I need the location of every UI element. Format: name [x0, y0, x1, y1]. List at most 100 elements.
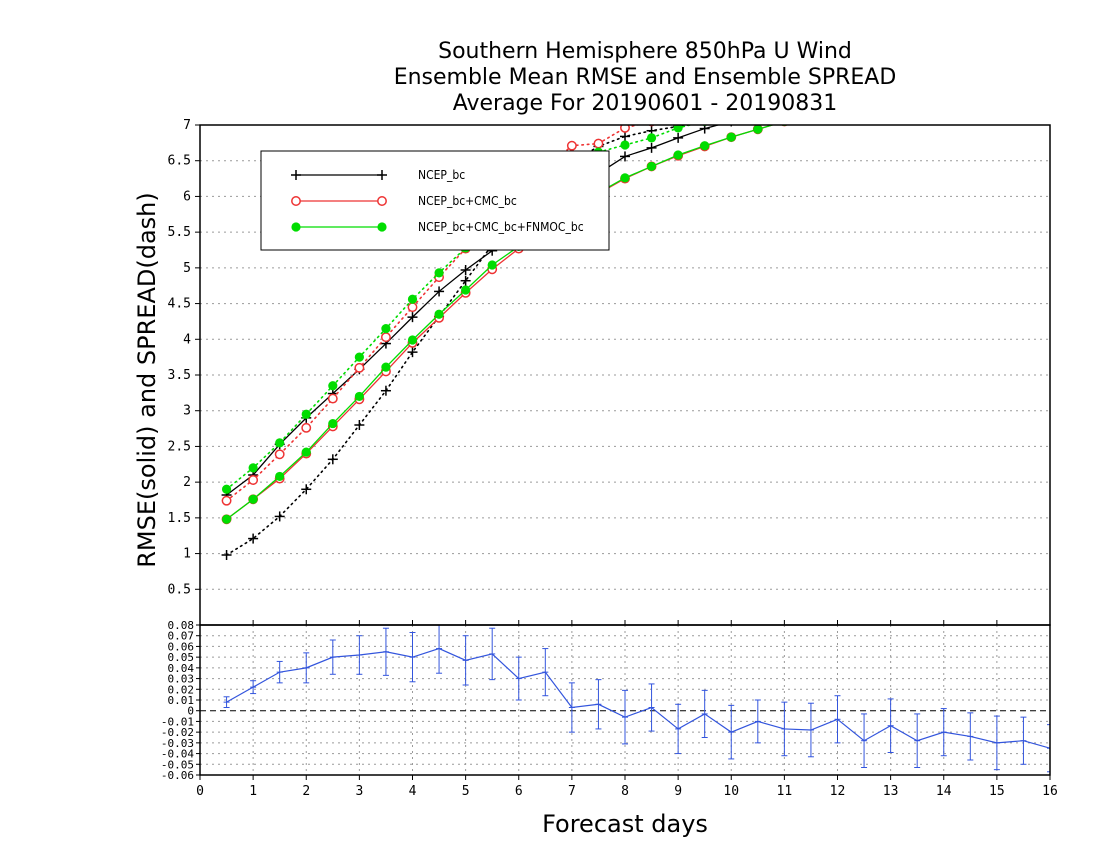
marker-open-circle — [301, 422, 312, 433]
error-bar — [276, 660, 283, 684]
title-line: Ensemble Mean RMSE and Ensemble SPREAD — [394, 65, 897, 90]
legend-label: NCEP_bc+CMC_bc+FNMOC_bc — [418, 220, 584, 234]
marker-filled-circle — [354, 391, 364, 402]
marker-plus — [327, 454, 338, 465]
error-bar — [250, 680, 257, 695]
error-bar — [568, 682, 575, 733]
marker-plus — [354, 420, 365, 430]
x-tick-label: 6 — [515, 784, 523, 799]
y-tick-label: -0.01 — [161, 715, 194, 728]
marker-filled-circle — [328, 381, 338, 391]
marker-plus — [377, 170, 387, 180]
marker-open-circle — [221, 495, 232, 506]
x-axis-label: Forecast days — [542, 810, 708, 838]
y-tick-label: 5.5 — [168, 225, 191, 240]
marker-filled-circle — [301, 409, 311, 419]
y-tick-label: 5 — [183, 261, 191, 276]
chart-title: Southern Hemisphere 850hPa U WindEnsembl… — [394, 39, 897, 116]
y-tick-label: 6.5 — [168, 154, 191, 169]
title-line: Southern Hemisphere 850hPa U Wind — [438, 39, 852, 64]
x-tick-label: 13 — [883, 784, 899, 799]
error-bar — [542, 648, 549, 697]
error-bar — [436, 625, 443, 674]
error-bar — [914, 713, 921, 768]
y-tick-label: 0.02 — [168, 683, 195, 696]
top-panel-grid — [200, 160, 1050, 590]
y-tick-label: 7 — [183, 118, 191, 133]
error-bar — [940, 708, 947, 757]
error-bar — [1020, 716, 1027, 765]
marker-filled-circle — [221, 484, 232, 494]
x-tick-label: 15 — [989, 784, 1005, 799]
marker-plus — [274, 511, 285, 522]
marker-plus — [380, 385, 391, 396]
legend-label: NCEP_bc+CMC_bc — [418, 194, 517, 208]
x-tick-label: 4 — [409, 784, 417, 799]
y-tick-label: 0 — [187, 705, 194, 718]
marker-filled-circle — [248, 463, 258, 473]
x-tick-label: 10 — [723, 784, 739, 799]
y-tick-label: 3 — [183, 404, 191, 419]
error-bar — [993, 715, 1000, 771]
marker-open-circle — [291, 196, 301, 206]
x-tick-label: 2 — [302, 784, 310, 799]
marker-open-circle — [566, 140, 577, 151]
marker-filled-circle — [620, 140, 630, 150]
marker-filled-circle — [461, 285, 471, 295]
error-bar — [728, 704, 735, 760]
y-tick-label: 0.5 — [168, 582, 191, 597]
axis-ticks: 0 1 2 3 4 5 6 7 8 9 10 11 12 13 14 15 160.511.522.533.54… — [161, 118, 1058, 799]
y-tick-label: 0.05 — [168, 651, 195, 664]
difference-line — [226, 647, 1050, 749]
legend-label: NCEP_bc — [418, 168, 465, 182]
marker-filled-circle — [726, 132, 736, 142]
marker-filled-circle — [354, 352, 364, 362]
rmse-line — [226, 125, 775, 520]
marker-filled-circle — [381, 323, 391, 334]
y-tick-label: 0.04 — [168, 662, 195, 675]
marker-plus — [407, 347, 418, 358]
marker-open-circle — [593, 138, 604, 149]
marker-plus — [434, 286, 445, 297]
error-bar — [648, 683, 655, 732]
error-bar — [595, 679, 602, 730]
y-tick-label: -0.06 — [161, 769, 194, 782]
error-bar — [462, 635, 469, 686]
marker-open-circle — [380, 332, 391, 343]
y-tick-label: -0.03 — [161, 737, 194, 750]
marker-filled-circle — [291, 222, 301, 232]
x-tick-label: 9 — [674, 784, 682, 799]
error-bar — [329, 639, 336, 675]
marker-open-circle — [327, 393, 338, 404]
y-tick-label: 4 — [183, 332, 191, 347]
marker-filled-circle — [407, 335, 418, 345]
marker-filled-circle — [487, 260, 497, 270]
rmse-line — [226, 125, 775, 520]
x-tick-label: 7 — [568, 784, 576, 799]
y-tick-label: 3.5 — [168, 368, 191, 383]
marker-plus — [620, 131, 630, 142]
marker-filled-circle — [248, 494, 258, 504]
marker-plus — [221, 550, 232, 560]
marker-filled-circle — [646, 161, 657, 172]
y-tick-label: 2 — [183, 475, 191, 490]
marker-open-circle — [377, 196, 387, 206]
error-bar — [1047, 724, 1050, 773]
error-bar — [781, 701, 788, 757]
x-tick-label: 11 — [777, 784, 793, 799]
marker-filled-circle — [377, 222, 387, 232]
y-tick-label: -0.02 — [161, 726, 194, 739]
marker-open-circle — [407, 302, 418, 313]
marker-open-circle — [274, 449, 285, 460]
marker-filled-circle — [673, 150, 683, 160]
marker-open-circle — [620, 125, 630, 133]
error-bar — [382, 627, 389, 676]
marker-filled-circle — [700, 141, 710, 151]
marker-plus — [673, 132, 684, 143]
bottom-panel-series — [223, 625, 1050, 773]
error-bar — [622, 689, 628, 745]
spread-line — [225, 125, 641, 502]
error-bar — [409, 632, 416, 683]
marker-filled-circle — [221, 514, 232, 524]
